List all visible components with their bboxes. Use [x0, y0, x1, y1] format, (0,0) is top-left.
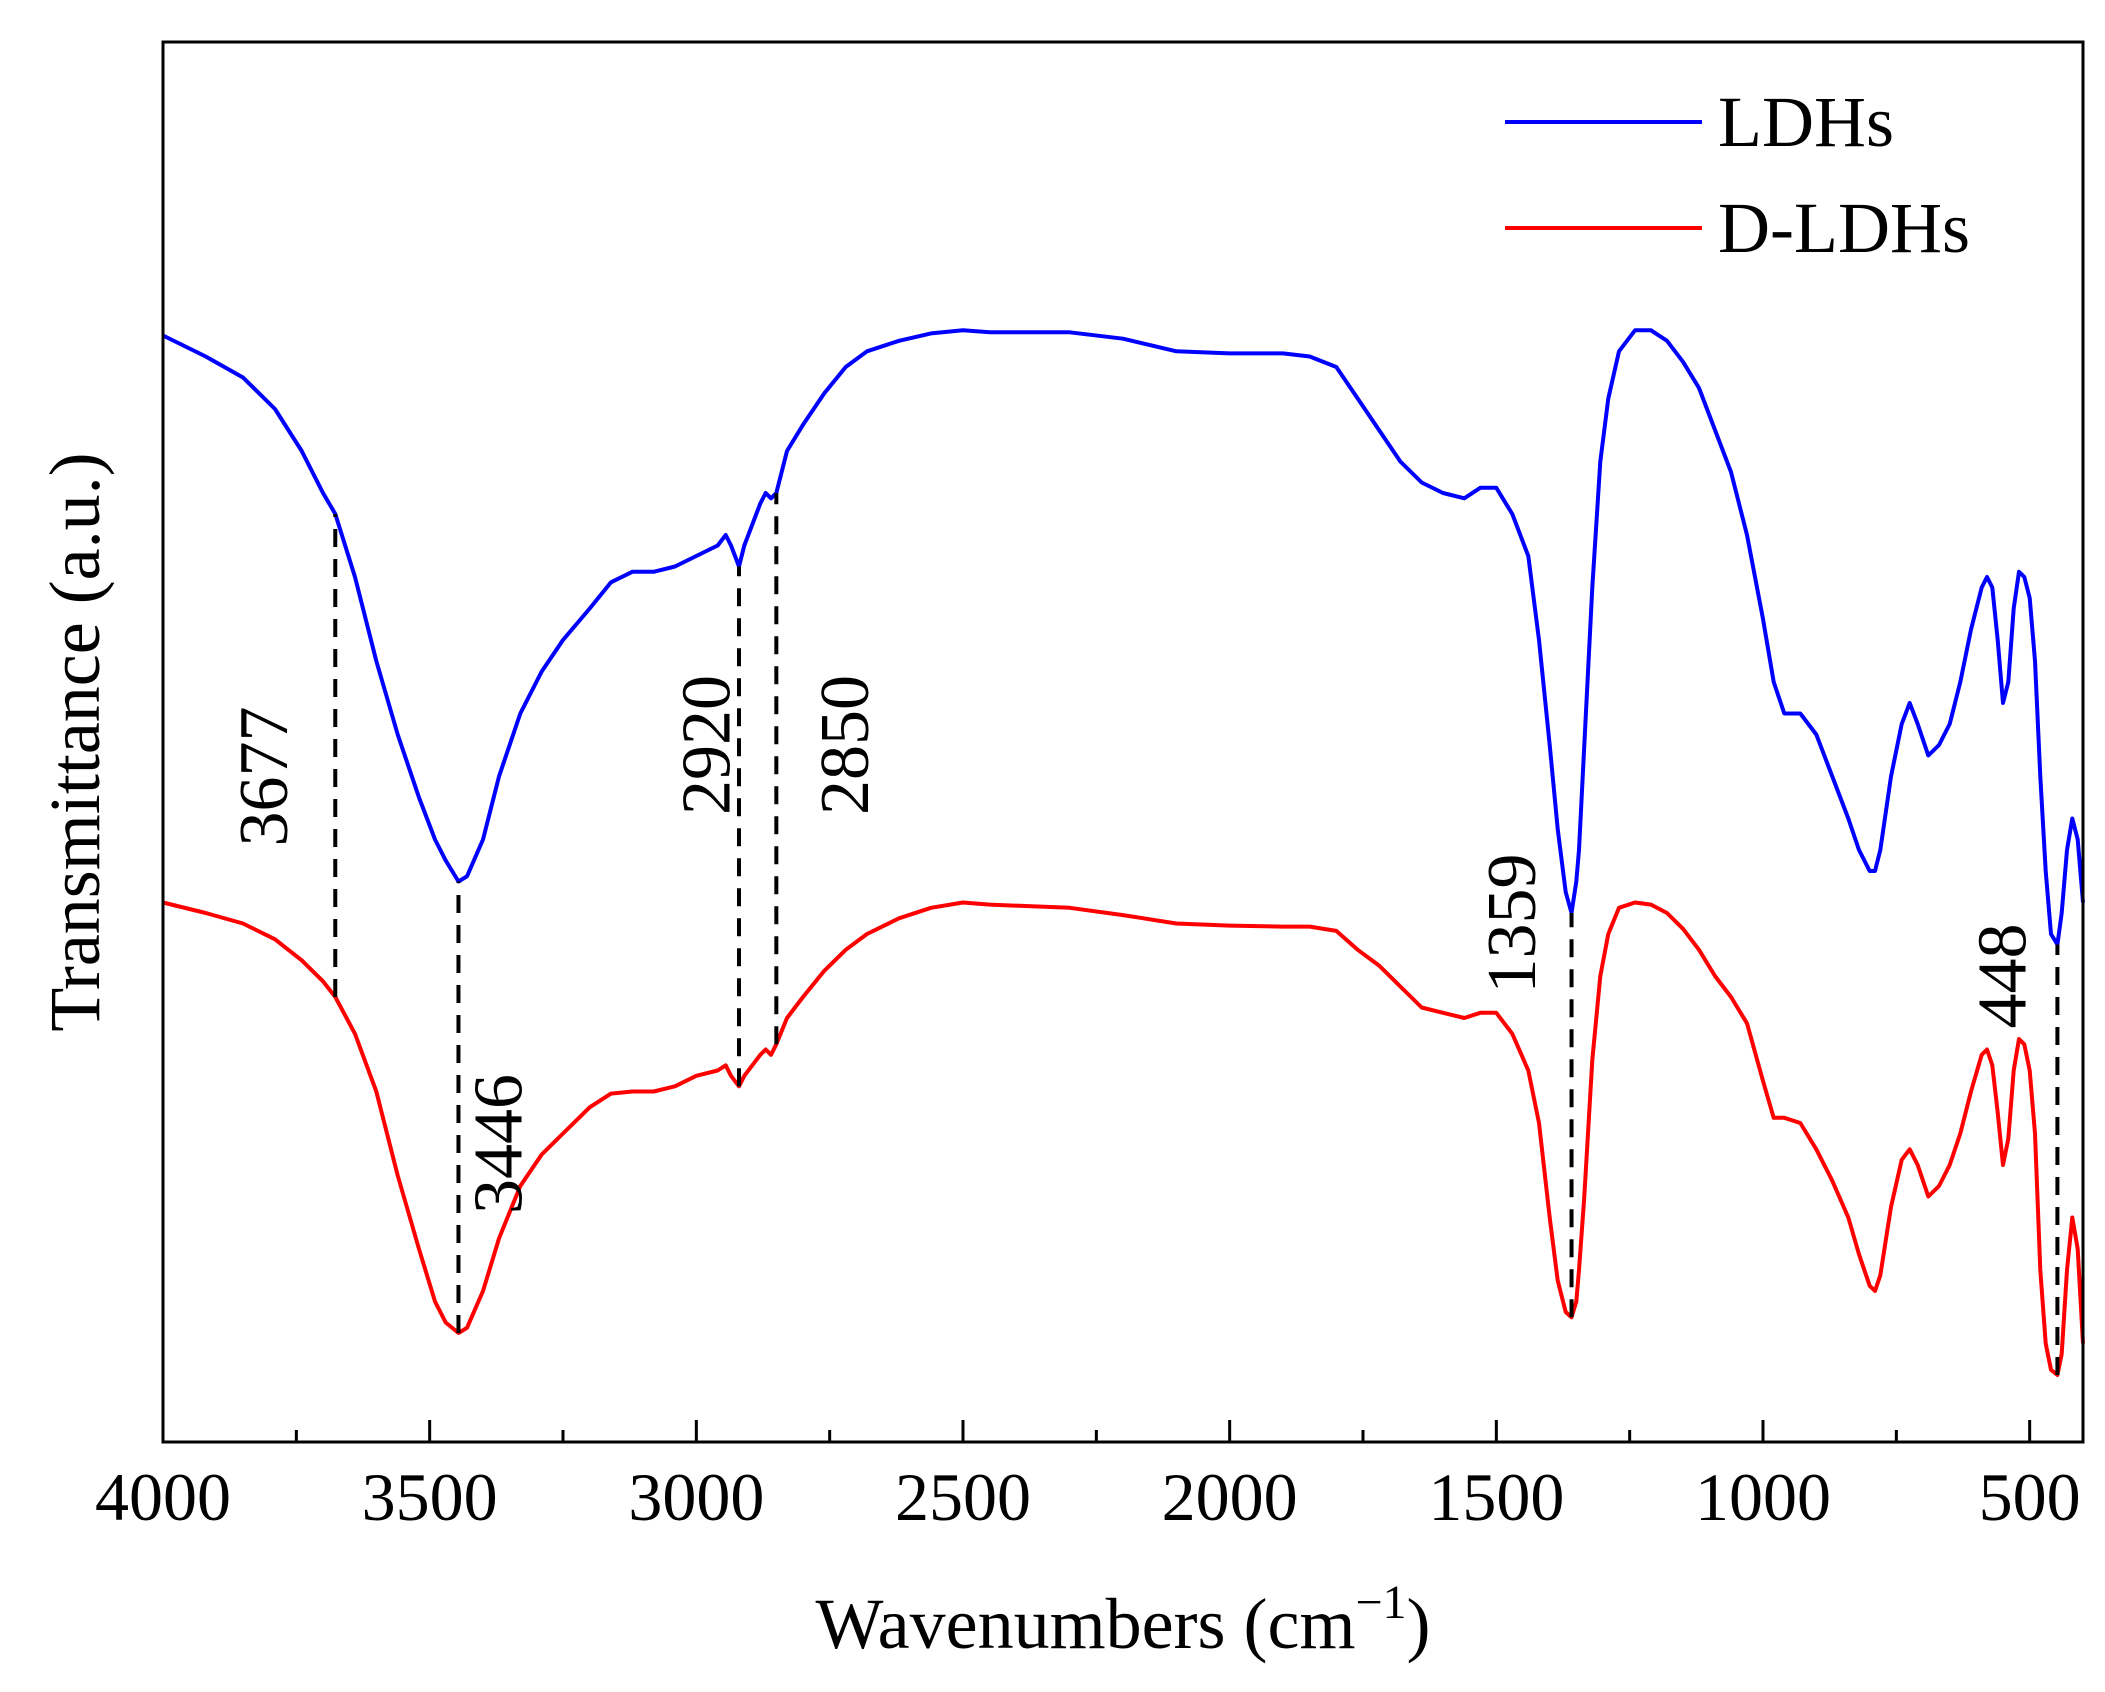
peak-label-1359: 1359	[1474, 854, 1551, 994]
x-tick-label-3000: 3000	[628, 1459, 764, 1535]
x-tick-label-500: 500	[1979, 1459, 2081, 1535]
peak-label-2920: 2920	[669, 675, 746, 815]
x-tick-label-1500: 1500	[1428, 1459, 1564, 1535]
x-tick-label-3500: 3500	[362, 1459, 498, 1535]
series-line-ldhs	[162, 328, 2085, 947]
peak-label-3677: 3677	[226, 707, 303, 847]
x-axis: 4000 3500 3000 2500 2000 1500 1000 500	[95, 1420, 2081, 1535]
peak-label-3446: 3446	[461, 1074, 538, 1214]
plot-area: 3677 3446 2920 2850 1359 448	[162, 328, 2085, 1377]
x-tick-label-2500: 2500	[895, 1459, 1031, 1535]
legend-label-ldhs: LDHs	[1718, 82, 1894, 162]
plot-frame	[161, 40, 2085, 1444]
x-axis-title-close: )	[1407, 1584, 1431, 1664]
peak-label-2850: 2850	[807, 675, 884, 815]
x-axis-title: Wavenumbers (cm−1)	[815, 1576, 1430, 1664]
legend: LDHs D-LDHs	[1505, 82, 1970, 268]
x-axis-title-superscript: −1	[1355, 1576, 1406, 1629]
x-tick-label-2000: 2000	[1162, 1459, 1298, 1535]
x-tick-label-4000: 4000	[95, 1459, 231, 1535]
y-axis-title: Transmittance (a.u.)	[35, 452, 115, 1031]
peak-label-448: 448	[1965, 924, 2042, 1029]
x-axis-title-main: Wavenumbers (cm	[815, 1584, 1355, 1664]
legend-label-d-ldhs: D-LDHs	[1718, 188, 1970, 268]
x-tick-label-1000: 1000	[1695, 1459, 1831, 1535]
series-line-d-ldhs	[162, 900, 2085, 1377]
